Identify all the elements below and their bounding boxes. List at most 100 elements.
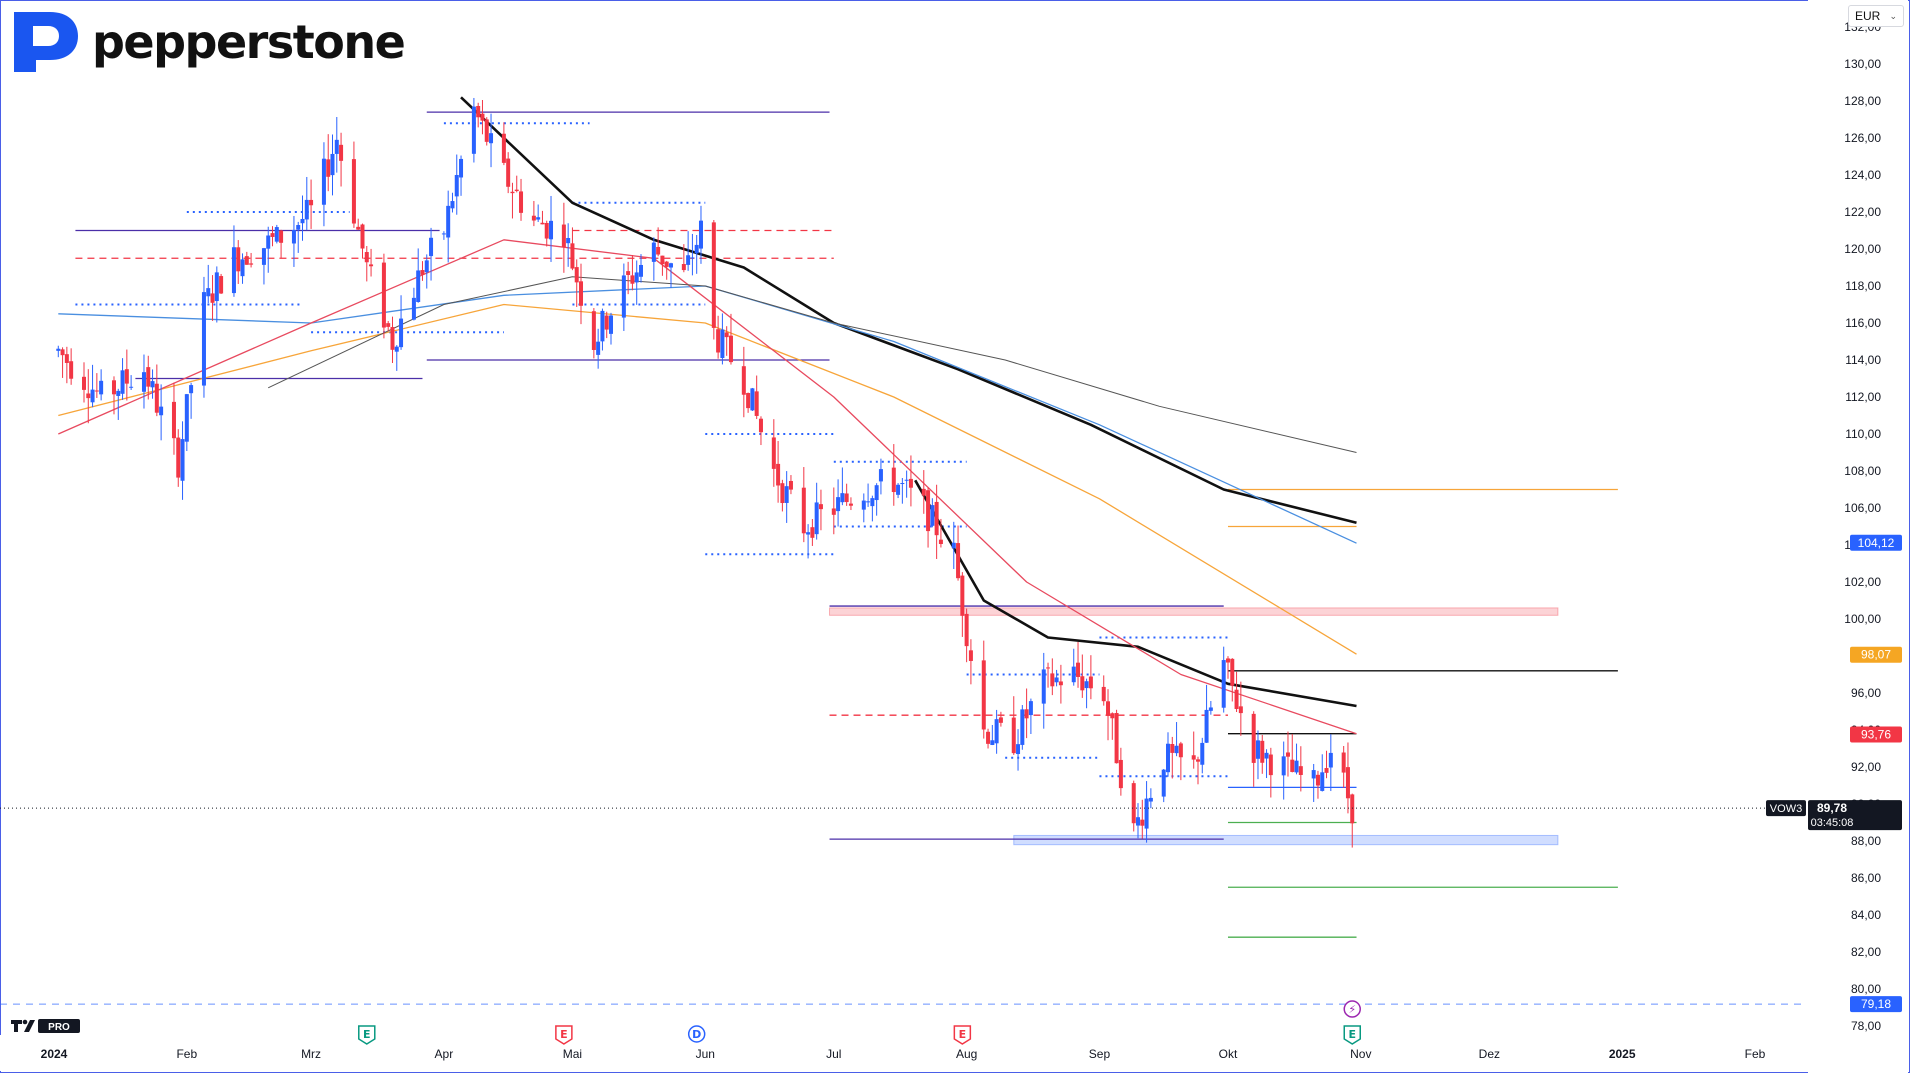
event-marker-letter: D bbox=[692, 1028, 701, 1041]
candle-body bbox=[994, 719, 999, 744]
tradingview-logo-icon: PRO bbox=[11, 1019, 80, 1033]
candle-body bbox=[1264, 752, 1269, 759]
brand-name: pepperstone bbox=[92, 15, 406, 69]
candle-body bbox=[896, 484, 901, 495]
price-tick-label: 126,00 bbox=[1844, 131, 1881, 145]
candle-body bbox=[1341, 752, 1346, 773]
candle-body bbox=[609, 315, 614, 334]
candle-body bbox=[716, 329, 721, 353]
pepperstone-p-icon bbox=[14, 12, 78, 72]
event-marker[interactable]: D bbox=[687, 1025, 706, 1043]
time-axis[interactable]: 2024 Feb Mrz Apr Mai Jun Jul Aug Sep Okt Nov Dez 202… bbox=[0, 1035, 1808, 1071]
event-marker[interactable]: E bbox=[358, 1025, 376, 1045]
candle-body bbox=[681, 263, 686, 271]
candle-body bbox=[814, 502, 819, 535]
candle-body bbox=[450, 201, 455, 209]
price-label-bg bbox=[1850, 996, 1902, 1013]
candle-body bbox=[664, 261, 669, 267]
price-label-text: 93,76 bbox=[1861, 727, 1891, 741]
candle-body bbox=[159, 406, 164, 416]
candle-body bbox=[638, 264, 643, 277]
candle-body bbox=[1020, 709, 1025, 745]
candle-body bbox=[540, 222, 545, 225]
candle-body bbox=[1221, 660, 1226, 708]
candle-body bbox=[836, 497, 841, 512]
event-marker[interactable]: E bbox=[953, 1025, 972, 1045]
candle-body bbox=[1294, 760, 1299, 773]
price-tick-label: 120,00 bbox=[1844, 242, 1881, 256]
candle-body bbox=[154, 383, 159, 413]
candle-body bbox=[831, 508, 836, 515]
candle-body bbox=[420, 270, 425, 275]
event-marker[interactable]: ⚡ bbox=[1343, 1000, 1361, 1018]
candle-body bbox=[441, 233, 446, 235]
candle-body bbox=[94, 390, 99, 392]
price-label-bg bbox=[1850, 534, 1902, 551]
candle-body bbox=[1285, 752, 1290, 757]
time-tick-label: Feb bbox=[1745, 1047, 1766, 1061]
last-price-bg bbox=[1808, 800, 1902, 831]
price-tick-label: 96,00 bbox=[1851, 686, 1881, 700]
price-tick-label: 84,00 bbox=[1851, 908, 1881, 922]
candle-body bbox=[1315, 774, 1320, 786]
time-tick-label: 2024 bbox=[41, 1047, 68, 1061]
candle-body bbox=[840, 493, 845, 503]
tradingview-logo[interactable]: PRO bbox=[10, 1017, 82, 1040]
candle-body bbox=[279, 230, 284, 243]
candle-body bbox=[429, 237, 434, 257]
candle-body bbox=[960, 575, 965, 616]
time-tick-label: Mai bbox=[563, 1047, 582, 1061]
candle-body bbox=[1290, 759, 1295, 772]
candle-body bbox=[570, 243, 575, 269]
candle-body bbox=[141, 372, 146, 392]
event-marker[interactable]: E bbox=[555, 1025, 573, 1045]
candle-body bbox=[784, 486, 789, 503]
candle-body bbox=[934, 501, 939, 536]
price-label-text: 98,07 bbox=[1861, 648, 1891, 662]
candle-body bbox=[64, 354, 69, 363]
candle-body bbox=[1016, 744, 1021, 755]
candle-body bbox=[219, 276, 224, 294]
candle-body bbox=[990, 740, 995, 745]
candle-body bbox=[878, 469, 883, 482]
candle-body bbox=[1046, 667, 1051, 669]
plot-area[interactable] bbox=[0, 96, 1808, 1005]
candle-body bbox=[1320, 772, 1325, 791]
price-tick-label: 110,00 bbox=[1845, 427, 1881, 441]
event-marker-shape bbox=[1343, 1000, 1361, 1018]
candle-body bbox=[956, 543, 961, 579]
candle-body bbox=[424, 260, 429, 273]
candle-body bbox=[81, 376, 86, 390]
moving-average-1 bbox=[914, 479, 1357, 708]
price-labels: 104,12 98,07 93,76 79,18 VOW3 89,78 03:45:08 bbox=[1766, 534, 1902, 1013]
currency-selector[interactable]: EUR ⌄ bbox=[1848, 5, 1904, 27]
candle-body bbox=[788, 480, 793, 490]
candle-body bbox=[171, 401, 176, 439]
candle-body bbox=[1345, 767, 1350, 799]
candle-body bbox=[1106, 701, 1111, 716]
candle-body bbox=[206, 288, 211, 297]
price-tick-label: 108,00 bbox=[1844, 464, 1881, 478]
candle-body bbox=[694, 244, 699, 254]
event-marker[interactable]: E bbox=[1343, 1025, 1361, 1045]
candle-body bbox=[129, 386, 134, 388]
time-tick-label: Feb bbox=[176, 1047, 197, 1061]
candle-body bbox=[921, 488, 926, 496]
event-marker-shape bbox=[687, 1025, 706, 1043]
candle-body bbox=[480, 113, 485, 121]
candle-body bbox=[1114, 712, 1119, 764]
candle-body bbox=[600, 310, 605, 342]
price-tick-label: 112,00 bbox=[1845, 390, 1881, 404]
candle-body bbox=[326, 159, 331, 177]
price-tick-label: 100,00 bbox=[1844, 612, 1881, 626]
candle-body bbox=[214, 272, 219, 302]
candle-body bbox=[1080, 676, 1085, 691]
candle-body bbox=[626, 271, 631, 275]
time-axis-bg bbox=[0, 1035, 1808, 1071]
candle-body bbox=[300, 218, 305, 224]
candle-body bbox=[506, 158, 511, 187]
candle-body bbox=[1200, 742, 1205, 765]
candle-body bbox=[1071, 666, 1076, 683]
candle-body bbox=[1234, 689, 1239, 709]
